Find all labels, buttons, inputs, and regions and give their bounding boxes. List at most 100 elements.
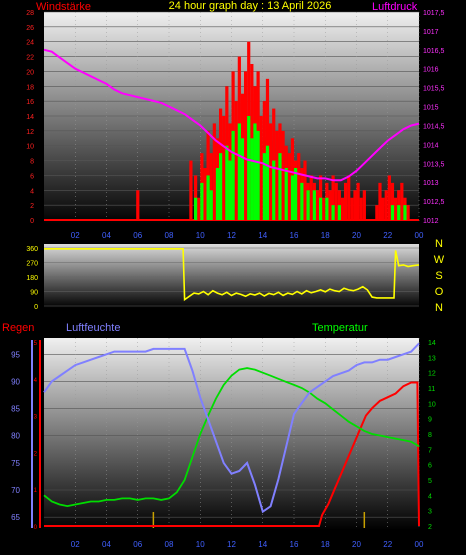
wind-bar [136,190,140,220]
wind-bar [347,175,351,220]
temperature-tick-label: 4 [428,493,432,500]
rain-axis-ticks: 0 1 2 3 4 5 [34,341,38,531]
humidity-x-axis-ticks: 02 04 06 08 10 12 14 16 18 20 22 00 [71,540,424,549]
gust-bar [194,197,198,220]
temperature-axis-label: Temperatur [312,322,368,334]
wind-tick-label: 2 [30,203,34,210]
wind-bar [331,175,335,220]
pressure-tick-label: 1017 [423,29,439,36]
wind-x-tick-label: 14 [258,231,267,240]
gust-bar [403,205,407,220]
humidity-x-tick-label: 08 [165,540,174,549]
wind-bar [269,123,273,220]
humidity-axis-label: Luftfeuchte [66,322,120,334]
wind-x-tick-label: 22 [383,231,392,240]
rain-axis-label: Regen [2,322,34,334]
wind-bar [303,160,307,220]
gust-bar [337,205,341,220]
gust-bar [206,175,210,220]
wind-tick-label: 22 [26,55,34,62]
gust-bar [319,197,323,220]
gust-bar [200,182,204,220]
wind-x-axis-ticks: 02 04 06 08 10 12 14 16 18 20 22 00 [71,231,424,240]
pressure-tick-label: 1016,5 [423,48,445,55]
wind-tick-label: 24 [26,40,34,47]
wind-bar [362,190,366,220]
gust-bar [306,190,310,220]
humidity-tick-label: 75 [11,459,20,468]
rain-tick-label: 3 [34,415,38,421]
wind-x-tick-label: 12 [227,231,236,240]
wind-bar [259,116,263,220]
wind-tick-label: 18 [26,84,34,91]
direction-tick-label: 0 [34,304,38,311]
compass-label: N [435,238,443,250]
wind-x-tick-label: 00 [415,231,424,240]
gust-series [194,116,407,220]
wind-x-tick-label: 16 [290,231,299,240]
humidity-x-tick-label: 16 [290,540,299,549]
gust-bar [225,145,229,220]
wind-x-tick-label: 02 [71,231,80,240]
rain-line [44,381,420,527]
wind-tick-label: 26 [26,25,34,32]
gust-bar [278,153,282,220]
wind-tick-label: 4 [30,188,34,195]
wind-bar [275,130,279,220]
wind-tick-label: 10 [26,144,34,151]
humidity-axis-ticks: 65 70 75 80 85 90 95 [11,350,20,522]
humidity-tick-label: 90 [11,377,20,386]
humidity-x-tick-label: 18 [321,540,330,549]
humidity-tick-label: 95 [11,350,20,359]
pressure-tick-label: 1012 [423,218,439,225]
wind-bar [281,130,285,220]
temperature-tick-label: 14 [428,340,436,347]
pressure-tick-label: 1014,5 [423,123,445,130]
pressure-line [43,48,420,182]
direction-tick-label: 270 [26,261,38,268]
gust-bar [231,130,235,220]
wind-tick-label: 28 [26,10,34,17]
humidity-x-tick-label: 00 [415,540,424,549]
wind-bar [394,197,398,220]
humidity-x-tick-label: 04 [102,540,111,549]
humidity-x-tick-label: 22 [383,540,392,549]
rain-series [44,381,420,527]
wind-axis-label: Windstärke [36,1,91,13]
temperature-tick-label: 6 [428,463,432,470]
temperature-tick-label: 3 [428,509,432,516]
humidity-x-tick-label: 20 [352,540,361,549]
rain-tick-label: 2 [34,451,38,457]
wind-tick-label: 6 [30,173,34,180]
wind-bar [375,205,379,220]
wind-bar [189,160,193,220]
wind-bar [234,101,238,220]
gust-bar [228,160,232,220]
wind-bar [400,182,404,220]
direction-tick-label: 360 [26,246,38,253]
rain-tick-label: 4 [34,378,38,384]
rain-tick-label: 5 [34,341,38,347]
wind-bar [356,182,360,220]
wind-bar [315,190,320,220]
wind-bar [197,197,201,220]
wind-x-tick-label: 04 [102,231,111,240]
humidity-series [43,342,420,514]
gust-bar [294,168,298,220]
temperature-tick-label: 8 [428,432,432,439]
gust-bar [272,160,276,220]
wind-tick-label: 8 [30,159,34,166]
humidity-x-tick-label: 06 [133,540,142,549]
wind-bar [322,197,326,220]
wind-x-tick-label: 20 [352,231,361,240]
humidity-x-tick-label: 12 [227,540,236,549]
wind-bar [340,197,345,220]
pressure-tick-label: 1015,5 [423,86,445,93]
rain-tick-label: 0 [34,525,38,531]
temperature-tick-label: 2 [428,524,432,531]
wind-x-tick-label: 10 [196,231,205,240]
pressure-tick-label: 1012,5 [423,199,445,206]
